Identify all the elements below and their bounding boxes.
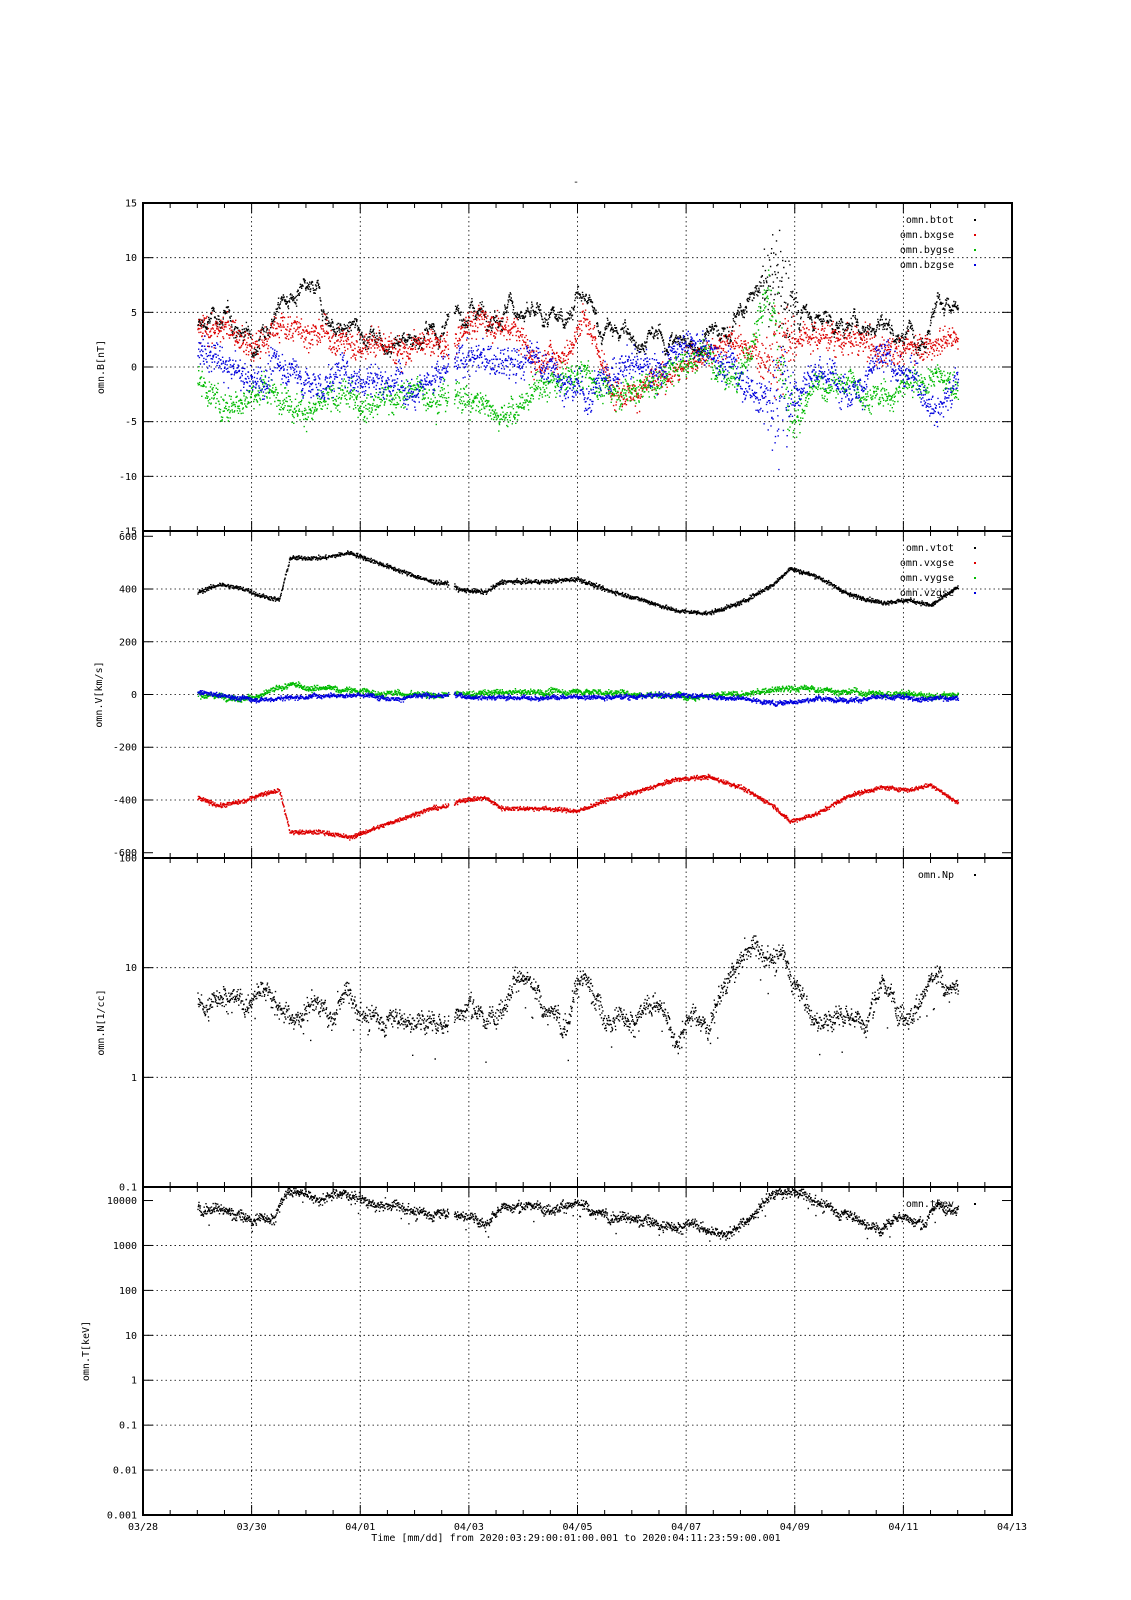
legend-label: omn.btot: [906, 215, 954, 226]
y-tick-label: 100: [119, 1286, 137, 1297]
y-tick-label: -10: [119, 472, 137, 483]
x-tick-label: 03/30: [237, 1522, 267, 1533]
panels: -15-10-5051015omn.btotomn.bxgseomn.bygse…: [81, 199, 1013, 1522]
y-tick-label: 0.001: [107, 1511, 137, 1522]
y-tick-label: 0.1: [119, 1183, 137, 1194]
y-tick-label: -200: [113, 743, 137, 754]
series-omn-vtot: [197, 550, 960, 616]
x-tick-label: 04/11: [888, 1522, 918, 1533]
x-tick-label: 04/09: [780, 1522, 810, 1533]
y-tick-label: 200: [119, 637, 137, 648]
legend-label: omn.bzgse: [900, 260, 954, 271]
legend-label: omn.bygse: [900, 245, 954, 256]
legend-label: omn.bxgse: [900, 230, 954, 241]
series-omn-bygse: [197, 269, 960, 438]
series-points-omn-btot: [197, 229, 960, 359]
y-tick-label: 10000: [107, 1196, 137, 1207]
y-tick-label: 10: [125, 1331, 137, 1342]
y-tick-label: -400: [113, 795, 137, 806]
series-points-omn-bzgse: [197, 330, 960, 471]
legend-marker: [974, 219, 976, 221]
y-tick-label: 0.1: [119, 1421, 137, 1432]
y-tick-label: 400: [119, 585, 137, 596]
y-tick-label: 1000: [113, 1241, 137, 1252]
top-mark: -: [573, 177, 579, 188]
y-tick-label: -15: [119, 527, 137, 538]
y-axis-label: omn.N[1/cc]: [96, 989, 107, 1055]
y-tick-label: 1: [131, 1073, 137, 1084]
plot-frame: [142, 1186, 1013, 1516]
series-omn-tkev: [197, 1188, 960, 1242]
series-points-omn-vygse: [197, 681, 960, 703]
y-tick-label: 10: [125, 963, 137, 974]
x-tick-label: 04/07: [671, 1522, 701, 1533]
y-tick-label: 15: [125, 199, 137, 210]
legend-label: omn.vxgse: [900, 558, 954, 569]
series-points-omn-Np: [197, 935, 960, 1063]
legend-label: omn.Np: [918, 870, 954, 881]
legend-label: omn.tkev: [906, 1199, 954, 1210]
panel-temperature: 0.001 0.01 0.1 1 10 100 1000 10000 omn.tkev omn.T…: [81, 1186, 1013, 1522]
y-axis-label: omn.V[km/s]: [94, 661, 105, 727]
series-points-omn-vzgse: [197, 690, 960, 707]
y-tick-label: 1: [131, 1376, 137, 1387]
series-points-omn-vtot: [197, 550, 960, 616]
legend-marker: [974, 234, 976, 236]
series-omn-vxgse: [197, 773, 960, 841]
legend-label: omn.vygse: [900, 573, 954, 584]
series-omn-btot: [197, 229, 960, 359]
series-omn-Np: [197, 935, 960, 1063]
legend-marker: [974, 874, 976, 876]
x-tick-label: 04/01: [345, 1522, 375, 1533]
panel-velocity: -600 -400 -200 0 200 400 600 omn.vtot omn.vxgse o…: [94, 530, 1013, 859]
legend-marker: [974, 264, 976, 266]
y-axis-label: omn.B[nT]: [96, 340, 107, 394]
y-tick-label: 0: [131, 690, 137, 701]
legend-marker: [974, 562, 976, 564]
legend-marker: [974, 577, 976, 579]
series-omn-vygse: [197, 681, 960, 703]
y-tick-label: 0.01: [113, 1466, 137, 1477]
y-tick-label: -5: [125, 417, 137, 428]
legend-label: omn.vzgse: [900, 588, 954, 599]
x-axis-title: Time [mm/dd] from 2020:03:29:00:01:00.00…: [371, 1533, 780, 1544]
x-tick-label: 03/28: [128, 1522, 158, 1533]
y-tick-label: 100: [119, 854, 137, 865]
series-omn-bzgse: [197, 330, 960, 471]
legend-label: omn.vtot: [906, 543, 954, 554]
series-points-omn-vxgse: [197, 773, 960, 841]
y-tick-label: 0: [131, 363, 137, 374]
x-tick-label: 04/05: [562, 1522, 592, 1533]
y-tick-label: 10: [125, 253, 137, 264]
series-omn-vzgse: [197, 690, 960, 707]
y-axis-label: omn.T[keV]: [81, 1321, 92, 1381]
legend-marker: [974, 1203, 976, 1205]
y-tick-label: 5: [131, 308, 137, 319]
x-axis: 03/28 03/30 04/01 04/03 04/05 04/07 04/09 04/11…: [128, 1522, 1027, 1533]
series-points-omn-tkev: [197, 1188, 960, 1242]
legend-marker: [974, 249, 976, 251]
x-tick-label: 04/03: [454, 1522, 484, 1533]
y-tick-label: -600: [113, 848, 137, 859]
series-points-omn-bygse: [197, 269, 960, 438]
panel-magnetic-field: -15 -10 -5 0 5 10 15 omn.btot omn.bxgse omn.bygse…: [96, 199, 1013, 538]
legend-marker: [974, 547, 976, 549]
x-tick-label: 04/13: [997, 1522, 1027, 1533]
legend-marker: [974, 592, 976, 594]
y-tick-label: 600: [119, 532, 137, 543]
panel-density: 0.1 1 10 100 omn.Np omn.N[1/cc]: [96, 854, 1013, 1194]
